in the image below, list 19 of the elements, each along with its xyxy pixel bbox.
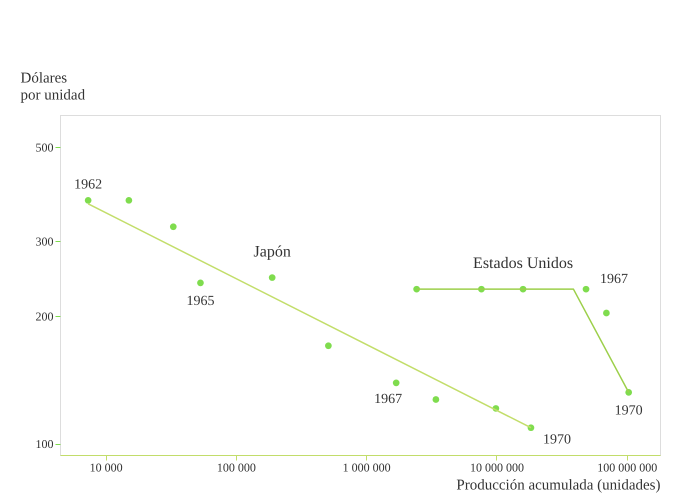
y-tick-label: 200 xyxy=(36,309,54,324)
x-tick-label: 1 000 000 xyxy=(342,460,391,474)
x-tick-label: 100 000 xyxy=(216,460,256,474)
y-tick-label: 100 xyxy=(36,437,54,452)
y-axis-title: Dólares por unidad xyxy=(20,70,86,104)
annotation: 1970 xyxy=(614,403,643,418)
annotation: 1967 xyxy=(600,272,628,288)
series-label: Japón xyxy=(254,244,291,261)
annotation: 1970 xyxy=(542,432,571,448)
x-axis-title: Producción acumulada (unidades) xyxy=(456,478,660,494)
y-tick-label: 300 xyxy=(36,234,54,248)
series-label: Estados Unidos xyxy=(473,255,574,272)
annotation: 1962 xyxy=(74,177,102,192)
annotation: 1967 xyxy=(374,392,402,407)
annotation: 1965 xyxy=(186,294,214,309)
y-tick-label: 500 xyxy=(36,140,54,154)
x-tick-label: 10 000 000 xyxy=(470,460,524,474)
x-tick-label: 100 000 000 xyxy=(597,460,658,474)
x-tick-label: 10 000 xyxy=(90,460,123,474)
